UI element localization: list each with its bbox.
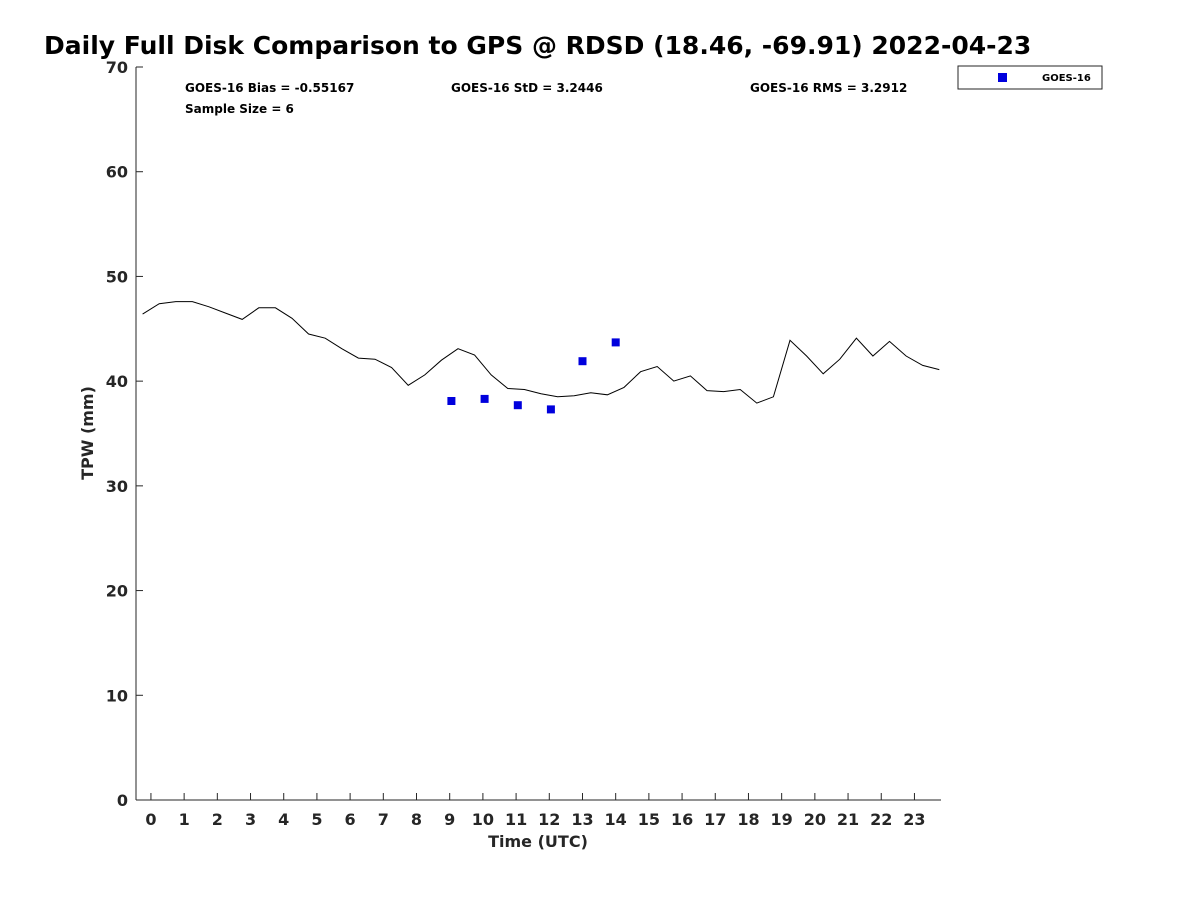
legend-box bbox=[957, 65, 1103, 90]
y-tick-label: 0 bbox=[117, 791, 128, 810]
stat-rms: GOES-16 RMS = 3.2912 bbox=[750, 81, 907, 95]
x-tick-label: 13 bbox=[571, 810, 593, 829]
x-tick-label: 0 bbox=[145, 810, 156, 829]
x-tick-label: 16 bbox=[671, 810, 693, 829]
x-tick-label: 18 bbox=[737, 810, 759, 829]
x-tick-label: 15 bbox=[638, 810, 660, 829]
x-tick-label: 22 bbox=[870, 810, 892, 829]
goes16-point bbox=[480, 394, 489, 403]
goes16-point bbox=[513, 401, 522, 410]
x-tick-label: 4 bbox=[278, 810, 289, 829]
legend-marker-goes16 bbox=[998, 73, 1007, 82]
x-tick-label: 19 bbox=[771, 810, 793, 829]
goes16-point bbox=[447, 397, 456, 405]
x-tick-label: 17 bbox=[704, 810, 726, 829]
x-tick-label: 9 bbox=[444, 810, 455, 829]
x-tick-label: 20 bbox=[804, 810, 826, 829]
x-tick-label: 21 bbox=[837, 810, 859, 829]
stat-bias: GOES-16 Bias = -0.55167 bbox=[185, 81, 354, 95]
x-tick-label: 14 bbox=[605, 810, 627, 829]
stat-sample-size: Sample Size = 6 bbox=[185, 102, 294, 116]
y-ticks: 0 10 20 30 40 50 60 70 bbox=[106, 58, 143, 810]
x-tick-label: 8 bbox=[411, 810, 422, 829]
x-tick-label: 2 bbox=[212, 810, 223, 829]
x-axis-label: Time (UTC) bbox=[488, 832, 588, 851]
x-tick-label: 6 bbox=[345, 810, 356, 829]
legend-label-goes16: GOES-16 bbox=[1042, 73, 1091, 84]
x-tick-label: 10 bbox=[472, 810, 494, 829]
goes16-point bbox=[546, 405, 555, 414]
x-tick-label: 1 bbox=[179, 810, 190, 829]
y-tick-label: 30 bbox=[106, 477, 128, 496]
y-tick-label: 20 bbox=[106, 582, 128, 601]
legend: GOES-16 bbox=[957, 65, 1103, 90]
x-tick-label: 5 bbox=[311, 810, 322, 829]
chart-title: Daily Full Disk Comparison to GPS @ RDSD… bbox=[44, 31, 1031, 60]
x-tick-label: 3 bbox=[245, 810, 256, 829]
x-tick-label: 23 bbox=[903, 810, 925, 829]
goes16-point bbox=[578, 357, 587, 366]
y-tick-label: 60 bbox=[106, 163, 128, 182]
series-line-gps bbox=[142, 301, 940, 404]
y-tick-label: 10 bbox=[106, 686, 128, 705]
stat-std: GOES-16 StD = 3.2446 bbox=[451, 81, 603, 95]
x-ticks: 0 1 2 3 4 5 6 7 8 9 10 11 12 13 14 15 16 17 18 19 20 21 22 23 bbox=[145, 793, 926, 829]
x-tick-label: 11 bbox=[505, 810, 527, 829]
goes16-point bbox=[611, 338, 620, 347]
x-tick-label: 12 bbox=[538, 810, 560, 829]
y-axis-label: TPW (mm) bbox=[78, 386, 97, 480]
y-tick-label: 50 bbox=[106, 267, 128, 286]
x-tick-label: 7 bbox=[378, 810, 389, 829]
y-tick-label: 70 bbox=[106, 58, 128, 77]
series-layer bbox=[142, 301, 940, 414]
y-tick-label: 40 bbox=[106, 372, 128, 391]
